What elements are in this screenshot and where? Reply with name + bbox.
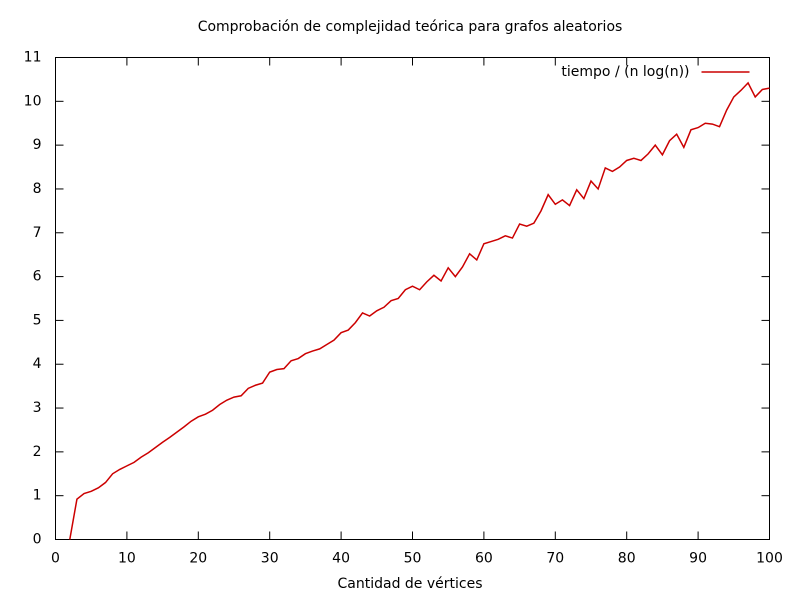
x-axis-label: Cantidad de vértices [338, 576, 483, 592]
y-tick-label: 4 [33, 356, 42, 372]
y-tick-label: 8 [33, 181, 42, 197]
x-tick-label: 50 [404, 551, 422, 567]
y-tick-label: 1 [33, 488, 42, 504]
y-tick-label: 11 [24, 50, 42, 66]
x-tick-label: 90 [689, 551, 707, 567]
y-tick-label: 10 [24, 93, 42, 109]
y-tick-label: 5 [33, 312, 42, 328]
y-tick-label: 9 [33, 137, 42, 153]
y-tick-label: 7 [33, 225, 42, 241]
x-tick-label: 40 [332, 551, 350, 567]
x-tick-label: 20 [189, 551, 207, 567]
x-tick-label: 70 [546, 551, 564, 567]
x-tick-label: 10 [118, 551, 136, 567]
y-tick-label: 0 [33, 532, 42, 548]
chart-title: Comprobación de complejidad teórica para… [198, 19, 623, 35]
x-tick-label: 80 [618, 551, 636, 567]
y-tick-label: 6 [33, 269, 42, 285]
data-line [69, 81, 770, 540]
x-tick-label: 100 [756, 551, 783, 567]
x-tick-label: 0 [51, 551, 60, 567]
legend-label: tiempo / (n log(n)) [561, 64, 689, 80]
x-tick-label: 30 [261, 551, 279, 567]
y-tick-label: 2 [33, 444, 42, 460]
y-tick-label: 3 [33, 400, 42, 416]
x-tick-label: 60 [475, 551, 493, 567]
